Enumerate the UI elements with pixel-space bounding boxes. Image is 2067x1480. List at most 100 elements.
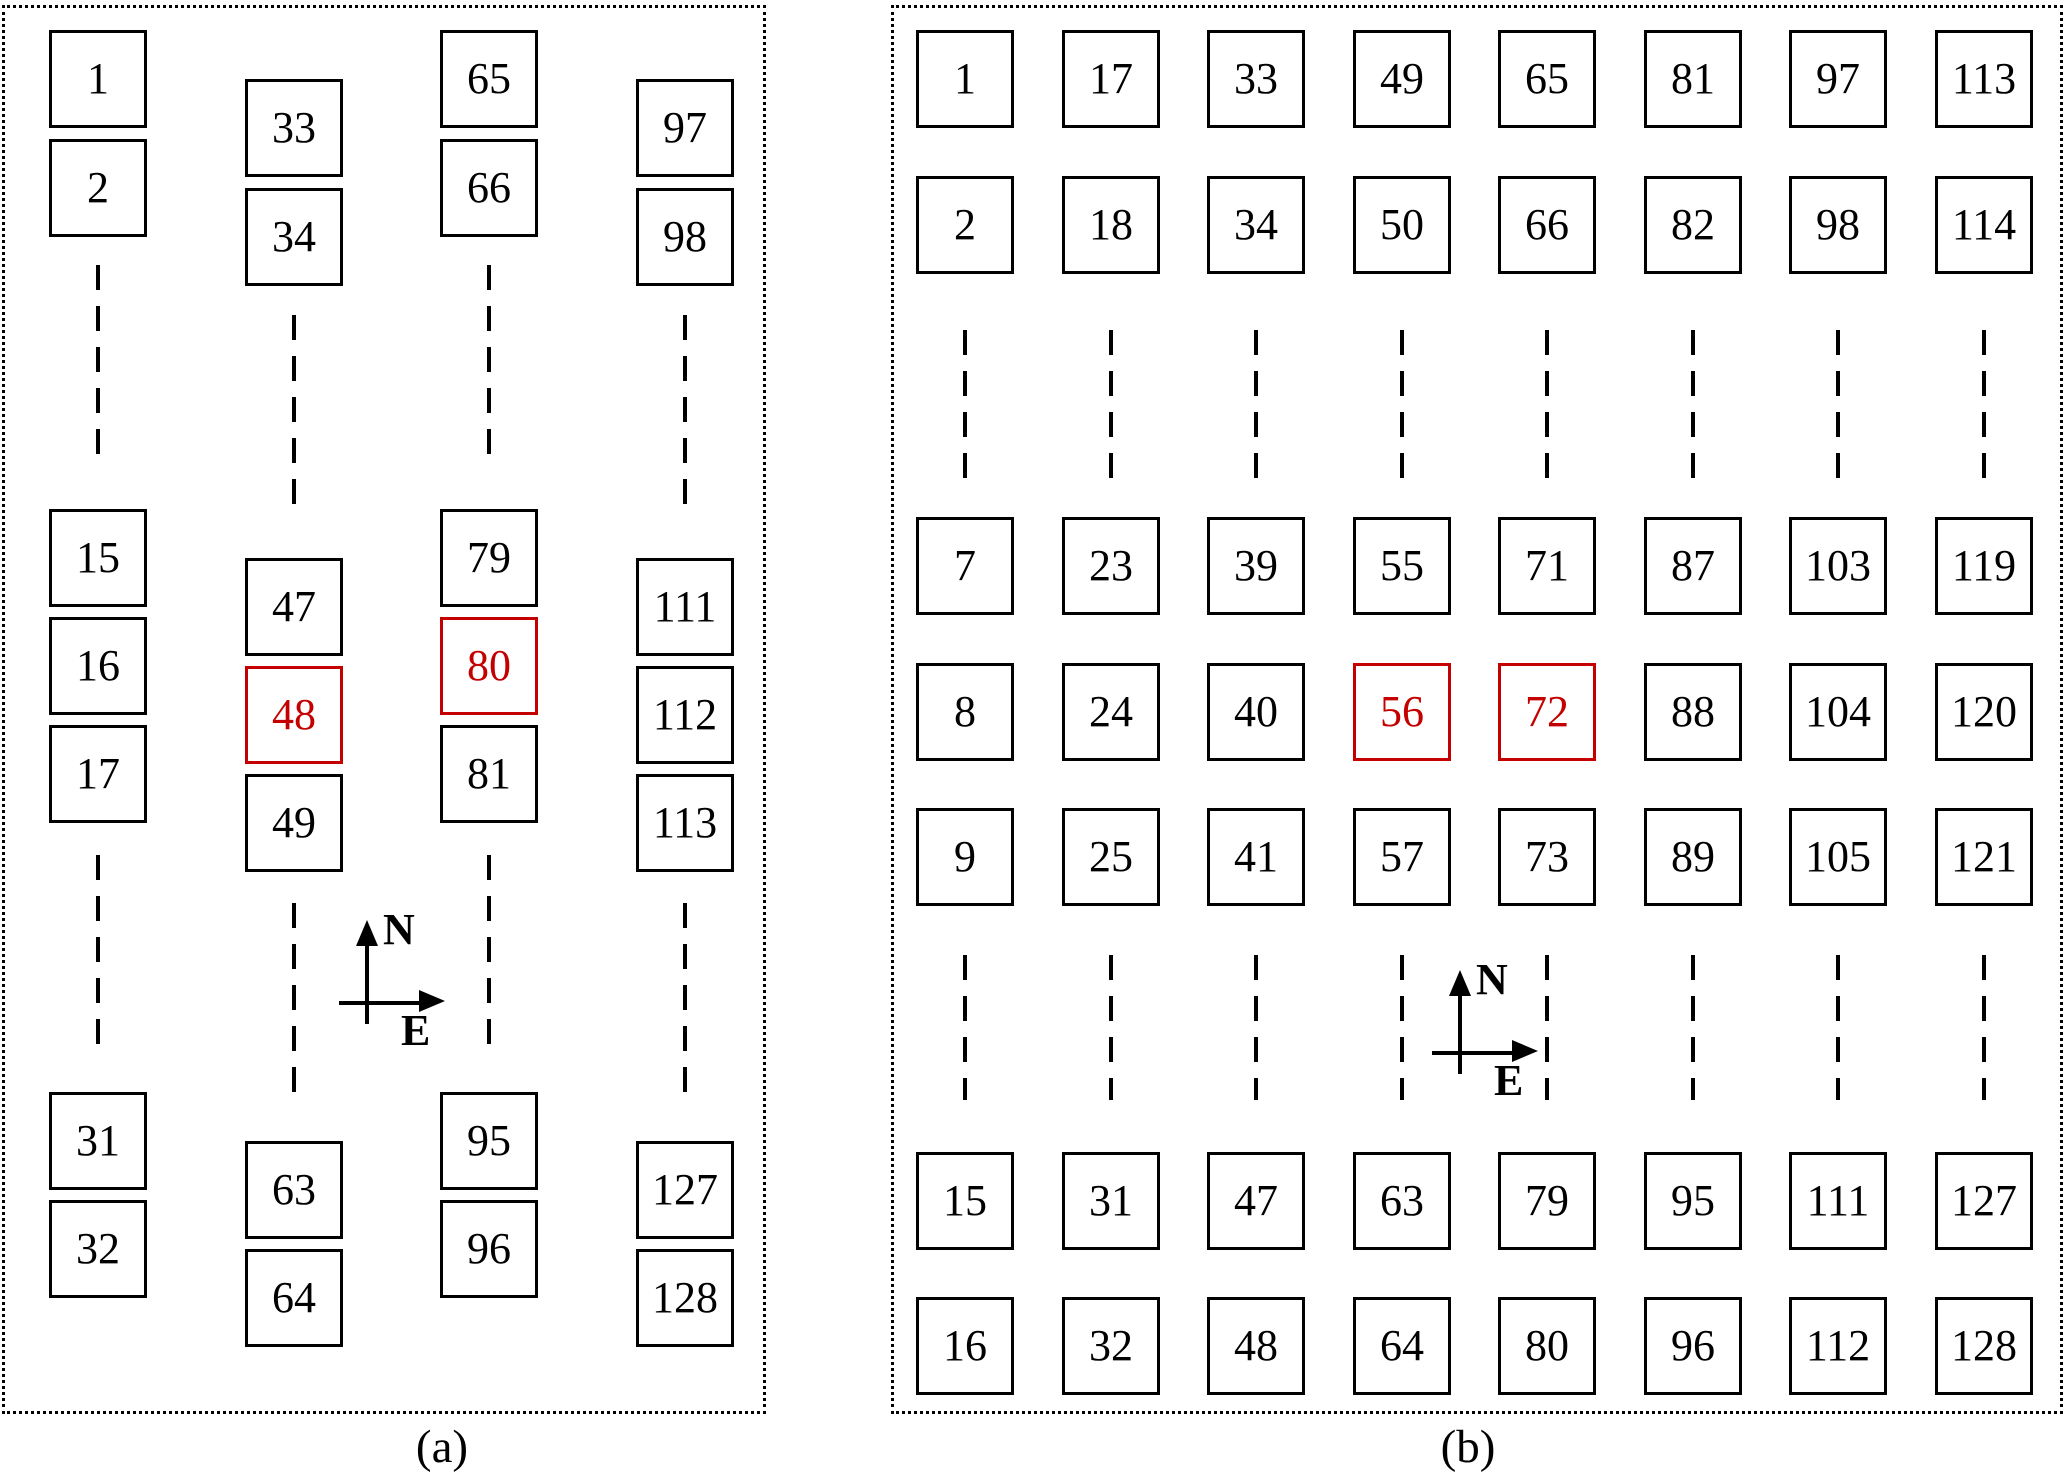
array-element-103-panel-b: 103 (1789, 517, 1887, 615)
east-label: E (1494, 1056, 1524, 1105)
column-continuation-dashes-panel-b (1109, 955, 1113, 1100)
array-element-120-panel-b: 120 (1935, 663, 2033, 761)
column-continuation-dashes-panel-b (1400, 955, 1404, 1100)
array-element-7-panel-b: 7 (916, 517, 1014, 615)
column-continuation-dashes-panel-b (1254, 330, 1258, 492)
array-element-16-panel-a: 16 (49, 617, 147, 715)
array-element-56-panel-b: 56 (1353, 663, 1451, 761)
array-element-80-panel-b: 80 (1498, 1297, 1596, 1395)
column-continuation-dashes-panel-b (1545, 955, 1549, 1100)
east-axis-line (339, 1001, 419, 1005)
column-continuation-dashes-panel-a (96, 265, 100, 465)
array-element-79-panel-a: 79 (440, 509, 538, 607)
east-arrowhead-icon (419, 990, 445, 1012)
column-continuation-dashes-panel-a (683, 903, 687, 1098)
array-element-96-panel-b: 96 (1644, 1297, 1742, 1395)
array-element-89-panel-b: 89 (1644, 808, 1742, 906)
column-continuation-dashes-panel-b (1254, 955, 1258, 1100)
array-element-33-panel-a: 33 (245, 79, 343, 177)
array-element-23-panel-b: 23 (1062, 517, 1160, 615)
array-element-127-panel-b: 127 (1935, 1152, 2033, 1250)
array-element-65-panel-b: 65 (1498, 30, 1596, 128)
array-element-127-panel-a: 127 (636, 1141, 734, 1239)
array-element-66-panel-b: 66 (1498, 176, 1596, 274)
column-continuation-dashes-panel-a (683, 315, 687, 512)
array-element-57-panel-b: 57 (1353, 808, 1451, 906)
array-element-16-panel-b: 16 (916, 1297, 1014, 1395)
array-element-111-panel-b: 111 (1789, 1152, 1887, 1250)
array-element-63-panel-a: 63 (245, 1141, 343, 1239)
array-element-34-panel-b: 34 (1207, 176, 1305, 274)
column-continuation-dashes-panel-b (1836, 955, 1840, 1100)
column-continuation-dashes-panel-b (1836, 330, 1840, 492)
column-continuation-dashes-panel-a (487, 265, 491, 465)
array-element-2-panel-a: 2 (49, 139, 147, 237)
array-element-17-panel-b: 17 (1062, 30, 1160, 128)
north-label: N (1476, 955, 1508, 1004)
column-continuation-dashes-panel-a (292, 315, 296, 512)
array-element-114-panel-b: 114 (1935, 176, 2033, 274)
array-element-32-panel-b: 32 (1062, 1297, 1160, 1395)
array-element-113-panel-a: 113 (636, 774, 734, 872)
array-element-112-panel-a: 112 (636, 666, 734, 764)
array-element-111-panel-a: 111 (636, 558, 734, 656)
array-element-128-panel-a: 128 (636, 1249, 734, 1347)
column-continuation-dashes-panel-b (963, 330, 967, 492)
array-element-81-panel-a: 81 (440, 725, 538, 823)
array-element-47-panel-b: 47 (1207, 1152, 1305, 1250)
panel-b-frame (891, 5, 2063, 1414)
array-element-112-panel-b: 112 (1789, 1297, 1887, 1395)
north-arrowhead-icon (1449, 970, 1471, 996)
array-element-95-panel-b: 95 (1644, 1152, 1742, 1250)
array-element-31-panel-b: 31 (1062, 1152, 1160, 1250)
array-element-31-panel-a: 31 (49, 1092, 147, 1190)
array-element-80-panel-a: 80 (440, 617, 538, 715)
array-element-17-panel-a: 17 (49, 725, 147, 823)
array-element-104-panel-b: 104 (1789, 663, 1887, 761)
array-element-24-panel-b: 24 (1062, 663, 1160, 761)
column-continuation-dashes-panel-b (963, 955, 967, 1100)
array-element-64-panel-a: 64 (245, 1249, 343, 1347)
array-element-33-panel-b: 33 (1207, 30, 1305, 128)
east-axis-line (1432, 1051, 1512, 1055)
column-continuation-dashes-panel-b (1982, 955, 1986, 1100)
array-element-95-panel-a: 95 (440, 1092, 538, 1190)
column-continuation-dashes-panel-b (1400, 330, 1404, 492)
north-axis-line (1458, 994, 1462, 1074)
array-element-1-panel-b: 1 (916, 30, 1014, 128)
array-element-41-panel-b: 41 (1207, 808, 1305, 906)
array-element-71-panel-b: 71 (1498, 517, 1596, 615)
array-element-48-panel-a: 48 (245, 666, 343, 764)
array-element-98-panel-b: 98 (1789, 176, 1887, 274)
array-element-8-panel-b: 8 (916, 663, 1014, 761)
north-arrowhead-icon (356, 920, 378, 946)
array-element-49-panel-a: 49 (245, 774, 343, 872)
column-continuation-dashes-panel-b (1691, 330, 1695, 492)
panel-a-frame (2, 5, 766, 1414)
column-continuation-dashes-panel-a (96, 855, 100, 1050)
array-element-39-panel-b: 39 (1207, 517, 1305, 615)
array-element-79-panel-b: 79 (1498, 1152, 1596, 1250)
array-element-96-panel-a: 96 (440, 1200, 538, 1298)
array-element-15-panel-b: 15 (916, 1152, 1014, 1250)
array-element-18-panel-b: 18 (1062, 176, 1160, 274)
array-element-82-panel-b: 82 (1644, 176, 1742, 274)
east-label: E (401, 1006, 431, 1055)
array-element-73-panel-b: 73 (1498, 808, 1596, 906)
column-continuation-dashes-panel-a (292, 903, 296, 1098)
array-element-119-panel-b: 119 (1935, 517, 2033, 615)
array-element-97-panel-a: 97 (636, 79, 734, 177)
north-label: N (383, 905, 415, 954)
array-element-15-panel-a: 15 (49, 509, 147, 607)
column-continuation-dashes-panel-b (1691, 955, 1695, 1100)
array-element-49-panel-b: 49 (1353, 30, 1451, 128)
array-element-40-panel-b: 40 (1207, 663, 1305, 761)
array-element-55-panel-b: 55 (1353, 517, 1451, 615)
array-element-128-panel-b: 128 (1935, 1297, 2033, 1395)
array-element-50-panel-b: 50 (1353, 176, 1451, 274)
array-element-47-panel-a: 47 (245, 558, 343, 656)
array-element-72-panel-b: 72 (1498, 663, 1596, 761)
array-element-32-panel-a: 32 (49, 1200, 147, 1298)
array-element-9-panel-b: 9 (916, 808, 1014, 906)
array-element-87-panel-b: 87 (1644, 517, 1742, 615)
